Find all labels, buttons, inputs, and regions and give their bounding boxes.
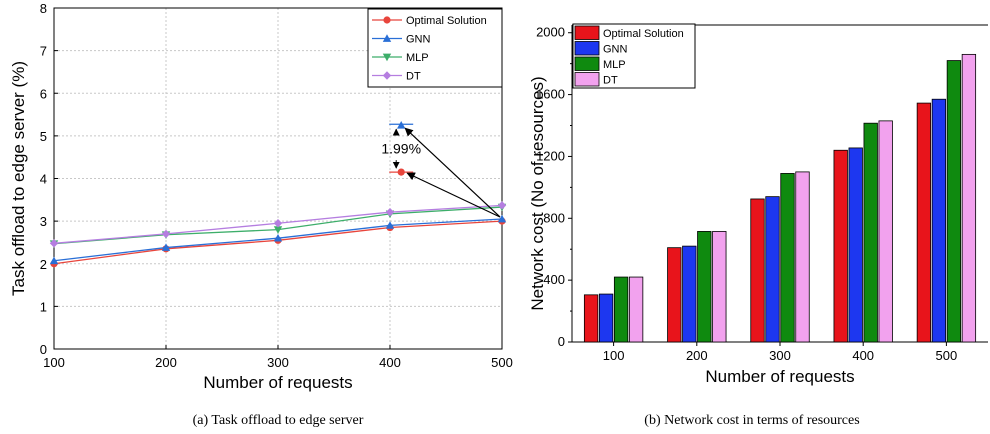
legend-swatch xyxy=(574,41,600,56)
annotation-arrow-upper xyxy=(404,127,501,218)
legend-marker xyxy=(382,53,392,62)
legend-swatch xyxy=(574,25,600,40)
annotation-marker-lower xyxy=(397,168,405,176)
legend-label: MLP xyxy=(603,59,626,71)
bar-optimal-solution-500 xyxy=(916,102,932,343)
data-point xyxy=(161,243,171,251)
legend-swatch xyxy=(574,56,600,71)
line-chart-task-offload: 0 1 2 3 4 5 6 7 8 100 200 300 400 500 Number of reques… xyxy=(9,1,513,392)
y-tick-label: 8 xyxy=(40,1,47,16)
annotation-arrow-lower xyxy=(406,172,501,218)
x-tick-label: 300 xyxy=(267,355,289,370)
legend-label: GNN xyxy=(603,44,628,56)
legend-swatch xyxy=(574,72,600,87)
data-point xyxy=(273,233,283,242)
bar-mlp-300 xyxy=(780,173,795,343)
data-point xyxy=(385,221,395,229)
legend-box xyxy=(367,8,503,88)
bar-dt-400 xyxy=(878,120,893,343)
legend-label: DT xyxy=(406,71,421,83)
x-tick-label: 500 xyxy=(491,355,513,370)
x-tick-label: 300 xyxy=(769,348,791,363)
data-point xyxy=(273,226,283,234)
legend-label: MLP xyxy=(406,52,429,64)
bar-mlp-500 xyxy=(946,60,962,343)
y-tick-label: 2000 xyxy=(536,25,565,40)
legend-label: Optimal Solution xyxy=(406,15,487,27)
x-tick-label: 100 xyxy=(603,348,625,363)
legend-marker xyxy=(382,71,392,80)
x-tick-label: 200 xyxy=(155,355,177,370)
bar-gnn-500 xyxy=(931,98,947,343)
y-tick-label: 1200 xyxy=(536,148,565,163)
bar-optimal-solution-100 xyxy=(583,294,599,343)
y-axis-label: Network cost (No of resources) xyxy=(528,76,547,310)
x-tick-label: 200 xyxy=(686,348,708,363)
bar-gnn-400 xyxy=(848,147,863,343)
bar-optimal-solution-300 xyxy=(750,198,765,343)
data-point xyxy=(385,207,395,217)
caption-b: (b) Network cost in terms of resources xyxy=(644,413,859,428)
legend-label: Optimal Solution xyxy=(603,28,684,40)
y-axis-label: Task offload to edge server (%) xyxy=(9,61,28,296)
x-tick-label: 400 xyxy=(379,355,401,370)
legend-marker xyxy=(382,34,392,42)
y-tick-label: 5 xyxy=(40,129,47,144)
y-tick-label: 0 xyxy=(558,334,565,349)
legend-marker xyxy=(383,16,391,24)
x-tick-label: 100 xyxy=(43,355,65,370)
bar-dt-100 xyxy=(628,276,644,343)
y-tick-label: 2 xyxy=(40,257,47,272)
y-tick-label: 6 xyxy=(40,86,47,101)
bar-dt-200 xyxy=(712,231,727,343)
data-point xyxy=(497,201,507,210)
y-tick-label: 1600 xyxy=(536,87,565,102)
x-axis-label: Number of requests xyxy=(203,373,352,392)
data-point xyxy=(497,214,507,223)
bar-mlp-400 xyxy=(863,122,878,343)
data-point xyxy=(273,219,283,228)
bar-chart-network-cost: 0 400 800 1200 1600 2000 100 200 300 400 500 Number… xyxy=(528,23,988,386)
y-tick-label: 3 xyxy=(40,214,47,229)
y-tick-label: 1 xyxy=(40,299,47,314)
bar-dt-300 xyxy=(795,171,810,343)
bar-mlp-200 xyxy=(697,231,712,343)
annotation-label: 1.99% xyxy=(381,141,421,157)
bar-gnn-100 xyxy=(598,293,614,343)
x-axis-label: Number of requests xyxy=(705,367,854,386)
caption-a: (a) Task offload to edge server xyxy=(193,413,364,428)
x-tick-label: 400 xyxy=(852,348,874,363)
legend-label: DT xyxy=(603,75,618,87)
bar-mlp-100 xyxy=(613,276,629,343)
y-tick-label: 4 xyxy=(40,172,47,187)
x-tick-label: 500 xyxy=(936,348,958,363)
bar-optimal-solution-200 xyxy=(667,247,682,343)
legend-label: GNN xyxy=(406,34,431,46)
data-point xyxy=(49,256,59,265)
y-tick-label: 7 xyxy=(40,44,47,59)
data-point xyxy=(161,229,171,239)
bar-gnn-200 xyxy=(682,245,697,343)
bar-optimal-solution-400 xyxy=(833,149,848,343)
y-tick-label: 0 xyxy=(40,342,47,357)
bar-gnn-300 xyxy=(765,196,780,343)
y-tick-label: 800 xyxy=(543,210,565,225)
y-tick-label: 400 xyxy=(543,272,565,287)
annotation-marker-upper xyxy=(397,121,406,129)
data-point xyxy=(49,239,59,248)
bar-dt-500 xyxy=(961,53,977,343)
